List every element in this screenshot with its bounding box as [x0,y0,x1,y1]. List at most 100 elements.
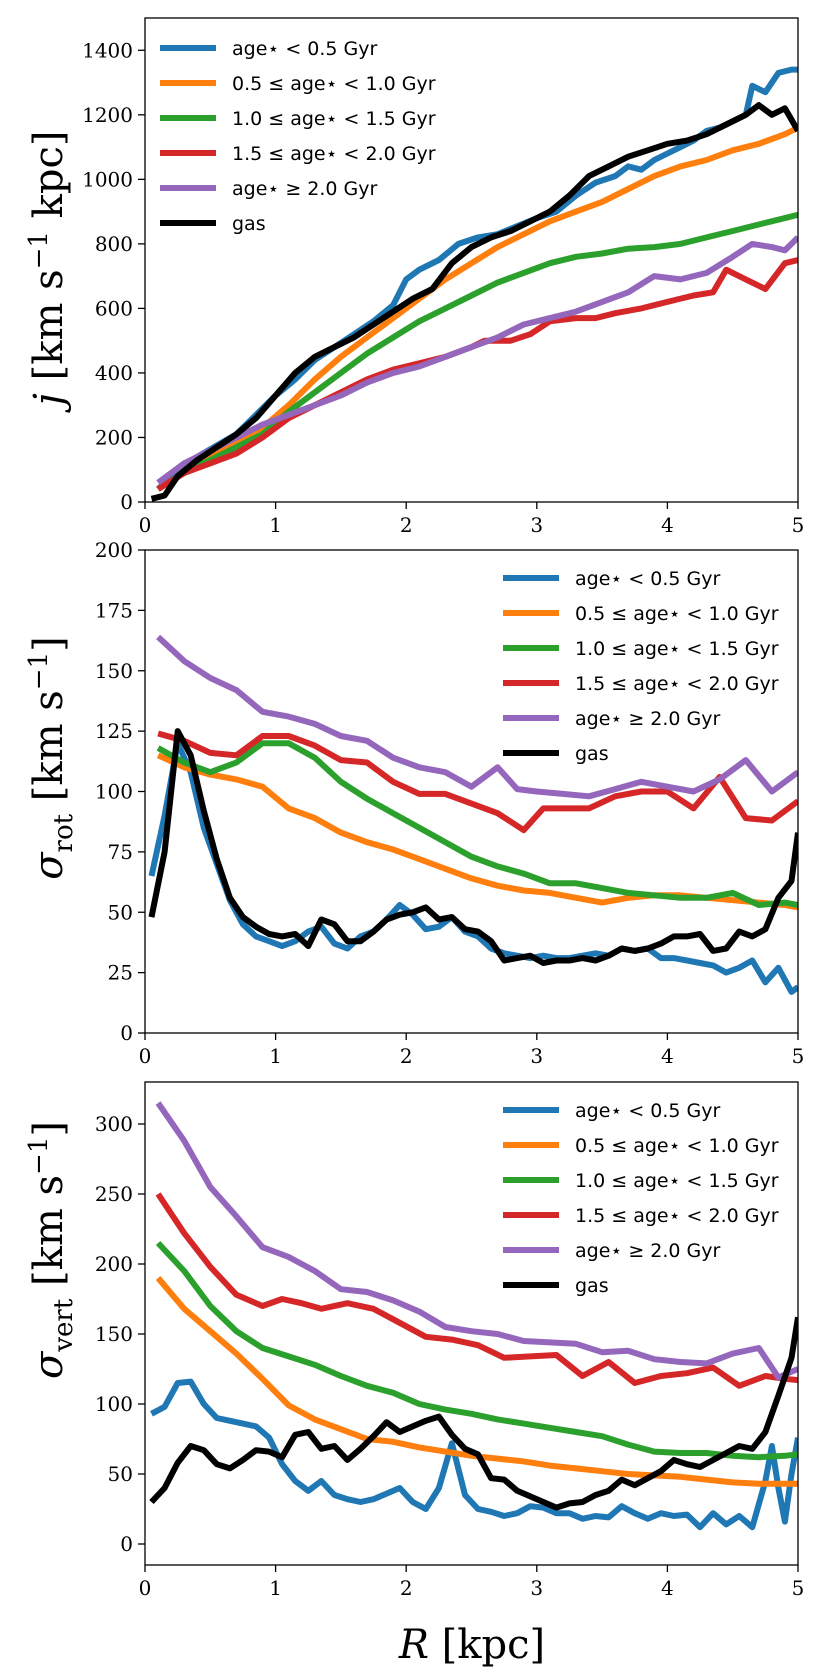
x-tick-label: 3 [530,1044,543,1068]
y-tick-label: 1400 [82,38,133,62]
ylabel-sup: −1 [24,231,54,269]
x-tick-label: 4 [661,1044,674,1068]
y-tick-label: 0 [120,1021,133,1045]
ylabel-sup: −1 [24,1137,54,1175]
ylabel-tail: kpc] [26,130,72,231]
x-tick-label: 2 [400,1044,413,1068]
ylabel-sigma-vert: σvert [km s−1] [24,1121,79,1379]
x-tick-label: 3 [530,1576,543,1600]
x-tick-label: 3 [530,513,543,537]
ylabel-sub: rot [49,813,79,852]
legend-label-age-0-5-1-0: 0.5 ≤ age⋆ < 1.0 Gyr [232,73,436,95]
series-line-age-0-5-1-0 [155,1276,798,1487]
x-tick-label: 0 [139,1044,152,1068]
xlabel-symbol: R [398,1622,429,1668]
ylabel-unit: [km s [26,1175,72,1299]
xlabel: R [kpc] [398,1622,545,1668]
legend-label-age-ge-2-0: age⋆ ≥ 2.0 Gyr [575,1240,721,1262]
y-tick-label: 300 [95,1112,133,1136]
y-tick-label: 50 [108,900,133,924]
legend-label-age-0-5-1-0: 0.5 ≤ age⋆ < 1.0 Gyr [575,1135,779,1157]
legend-label-gas: gas [575,743,609,765]
ylabel-sigma-rot: σrot [km s−1] [24,636,79,880]
series-line-age-ge-2-0 [156,235,798,486]
series-line-gas [150,102,798,502]
y-tick-label: 150 [95,659,133,683]
y-tick-label: 50 [108,1462,133,1486]
legend-label-age-1-5-2-0: 1.5 ≤ age⋆ < 2.0 Gyr [575,1205,779,1227]
x-tick-label: 0 [139,1576,152,1600]
y-tick-label: 150 [95,1322,133,1346]
x-tick-label: 4 [661,513,674,537]
legend-label-gas: gas [575,1275,609,1297]
series-line-age-ge-2-0 [155,1101,798,1381]
ylabel-tail: ] [26,636,72,652]
series-line-age-lt-0-5 [150,1378,798,1531]
x-tick-label: 1 [269,513,282,537]
axes-frame [144,1081,799,1566]
panel-sigma-vert: σvert [km s−1] 0 1 2 3 4 5050100150200250300a… [24,1081,805,1600]
y-tick-label: 800 [95,232,133,256]
legend-label-age-1-0-1-5: 1.0 ≤ age⋆ < 1.5 Gyr [232,108,436,130]
series-line-age-ge-2-0 [156,634,798,800]
y-tick-label: 175 [95,598,133,622]
ylabel-unit: [km s [26,690,72,814]
legend-label-age-1-0-1-5: 1.0 ≤ age⋆ < 1.5 Gyr [575,638,779,660]
y-tick-label: 250 [95,1182,133,1206]
axes-frame [144,17,799,503]
x-tick-label: 1 [269,1576,282,1600]
legend: age⋆ < 0.5 Gyr 0.5 ≤ age⋆ < 1.0 Gyr 1.0 ≤ … [503,1100,779,1297]
series-line-age-1-5-2-0 [157,730,798,834]
y-tick-label: 600 [95,296,133,320]
series-line-age-lt-0-5 [148,740,798,995]
y-tick-label: 125 [95,719,133,743]
legend-label-age-lt-0-5: age⋆ < 0.5 Gyr [232,38,378,60]
ylabel-sub: vert [49,1298,79,1353]
x-tick-label: 5 [792,1576,805,1600]
y-tick-label: 200 [95,538,133,562]
legend-label-age-ge-2-0: age⋆ ≥ 2.0 Gyr [232,178,378,200]
y-tick-label: 400 [95,361,133,385]
y-tick-label: 200 [95,425,133,449]
series-line-age-1-0-1-5 [156,211,798,492]
y-tick-label: 100 [95,1392,133,1416]
x-tick-label: 5 [792,513,805,537]
y-tick-label: 1000 [82,167,133,191]
ylabel-sup: −1 [24,652,54,690]
legend-label-age-0-5-1-0: 0.5 ≤ age⋆ < 1.0 Gyr [575,603,779,625]
xlabel-unit: [kpc] [429,1622,545,1668]
series-lines [149,1101,798,1531]
ylabel-tail: ] [26,1121,72,1137]
y-tick-label: 1200 [82,103,133,127]
series-line-age-1-5-2-0 [155,1192,798,1389]
legend-label-age-1-0-1-5: 1.0 ≤ age⋆ < 1.5 Gyr [575,1170,779,1192]
series-lines [150,66,798,502]
legend-label-age-lt-0-5: age⋆ < 0.5 Gyr [575,1100,721,1122]
legend-label-age-1-5-2-0: 1.5 ≤ age⋆ < 2.0 Gyr [575,673,779,695]
legend-label-age-ge-2-0: age⋆ ≥ 2.0 Gyr [575,708,721,730]
series-line-age-1-0-1-5 [156,740,798,908]
x-tick-label: 0 [139,513,152,537]
panel-angular-momentum: j [km s−1 kpc] 0 1 2 3 4 5 0 200 400 600 800 1000 12… [24,17,805,537]
panel-sigma-rot: σrot [km s−1] 0 1 2 3 4 502550751001251501752… [24,538,804,1068]
y-tick-label: 75 [108,840,133,864]
ylabel-symbol: σ [26,851,72,880]
ylabel-j: j [km s−1 kpc] [24,130,72,413]
x-tick-label: 4 [661,1576,674,1600]
series-line-gas [149,1316,798,1511]
ylabel-unit: [km s [26,269,72,393]
x-tick-label: 2 [400,513,413,537]
x-tick-label: 5 [792,1044,805,1068]
legend-label-age-1-5-2-0: 1.5 ≤ age⋆ < 2.0 Gyr [232,143,436,165]
series-line-gas [148,728,798,966]
y-tick-label: 100 [95,780,133,804]
legend: age⋆ < 0.5 Gyr 0.5 ≤ age⋆ < 1.0 Gyr 1.0 ≤ … [503,568,779,765]
series-line-age-1-0-1-5 [155,1240,798,1461]
series-lines [148,634,798,995]
legend-label-age-lt-0-5: age⋆ < 0.5 Gyr [575,568,721,590]
series-line-age-1-5-2-0 [156,257,798,492]
x-tick-label: 1 [269,1044,282,1068]
y-tick-label: 200 [95,1252,133,1276]
y-tick-label: 25 [108,961,133,985]
